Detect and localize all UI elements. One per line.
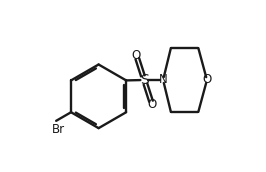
Text: Br: Br <box>52 123 65 136</box>
Text: O: O <box>132 49 141 62</box>
Text: O: O <box>147 98 157 111</box>
Text: O: O <box>202 73 211 87</box>
Text: N: N <box>159 73 168 87</box>
Text: S: S <box>140 73 148 87</box>
